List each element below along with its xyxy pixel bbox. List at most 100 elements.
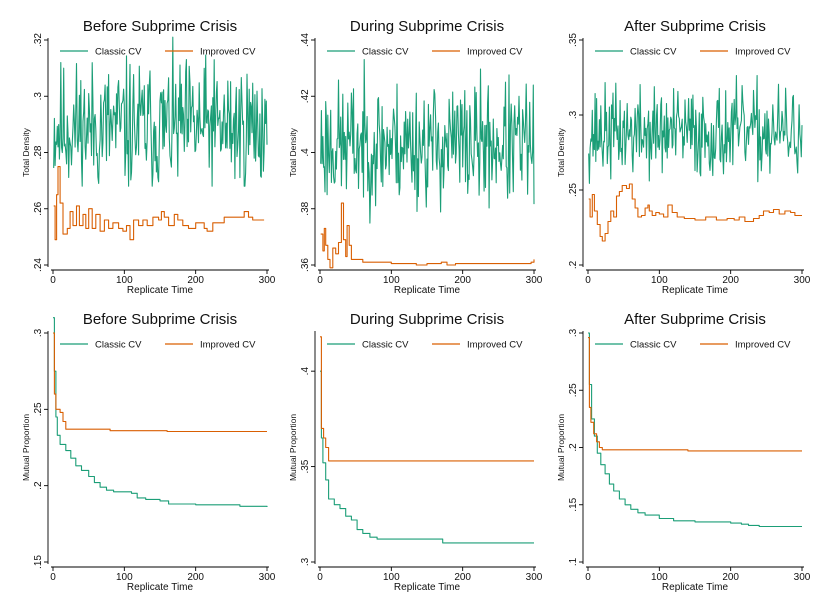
x-tick-label: 0 [50, 572, 56, 583]
classic-cv-line [320, 370, 534, 544]
x-tick-label: 200 [722, 275, 739, 286]
x-tick-label: 200 [722, 572, 739, 583]
x-tick-label: 0 [317, 275, 323, 286]
legend-label-classic: Classic CV [362, 47, 409, 58]
chart-title: During Subprime Crisis [350, 18, 504, 35]
x-tick-label: 100 [651, 275, 668, 286]
y-tick-label: .38 [300, 201, 311, 215]
x-axis-label: Replicate Time [127, 285, 194, 296]
legend-label-improved: Improved CV [200, 340, 256, 351]
classic-cv-line [588, 74, 803, 184]
improved-cv-line [320, 336, 534, 462]
x-tick-label: 200 [454, 275, 471, 286]
y-axis-label: Mutual Proportion [288, 414, 298, 481]
legend: Classic CV Improved CV [595, 340, 791, 351]
legend-label-improved: Improved CV [735, 340, 791, 351]
legend: Classic CV Improved CV [60, 47, 256, 58]
x-tick-label: 100 [383, 275, 400, 286]
x-tick-label: 200 [187, 572, 204, 583]
chart-title: After Subprime Crisis [624, 311, 766, 328]
y-tick-label: .3 [568, 110, 579, 119]
legend-label-improved: Improved CV [735, 47, 791, 58]
chart-panel-3: After Subprime Crisis Classic CV Improved … [556, 18, 811, 296]
x-tick-label: 0 [317, 572, 323, 583]
y-tick-label: .1 [568, 557, 579, 566]
legend-label-improved: Improved CV [200, 47, 256, 58]
x-tick-label: 100 [651, 572, 668, 583]
x-tick-label: 0 [585, 572, 591, 583]
y-axis-label: Mutual Proportion [21, 414, 31, 481]
x-tick-label: 300 [259, 572, 276, 583]
x-tick-label: 0 [585, 275, 591, 286]
y-tick-label: .3 [33, 328, 44, 337]
improved-cv-line [588, 337, 802, 452]
x-tick-label: 200 [454, 572, 471, 583]
x-tick-label: 100 [383, 572, 400, 583]
chart-panel-5: During Subprime Crisis Classic CV Improved… [288, 311, 543, 593]
chart-title: After Subprime Crisis [624, 18, 766, 35]
chart-panel-4: Before Subprime Crisis Classic CV Improved… [21, 311, 276, 593]
y-tick-label: .26 [33, 201, 44, 215]
x-tick-label: 300 [526, 572, 543, 583]
y-axis-label: Total Density [556, 127, 566, 176]
improved-cv-line [53, 332, 267, 433]
y-tick-label: .2 [33, 481, 44, 490]
y-tick-label: .25 [568, 383, 579, 397]
x-axis-label: Replicate Time [662, 582, 729, 593]
x-axis-label: Replicate Time [394, 582, 461, 593]
improved-cv-line [53, 166, 265, 241]
y-tick-label: .24 [33, 258, 44, 272]
legend-label-classic: Classic CV [95, 47, 142, 58]
x-tick-label: 0 [50, 275, 56, 286]
improved-cv-line [588, 183, 802, 242]
y-tick-label: .32 [33, 33, 44, 47]
y-tick-label: .2 [568, 443, 579, 452]
y-tick-label: .3 [568, 328, 579, 337]
legend-label-improved: Improved CV [467, 47, 523, 58]
chart-panel-2: During Subprime Crisis Classic CV Improved… [288, 18, 543, 296]
improved-cv-line [320, 202, 535, 269]
y-tick-label: .15 [33, 555, 44, 569]
y-tick-label: .3 [300, 557, 311, 566]
y-tick-label: .4 [300, 367, 311, 376]
x-tick-label: 300 [259, 275, 276, 286]
y-axis-label: Mutual Proportion [556, 414, 566, 481]
y-tick-label: .36 [300, 258, 311, 272]
legend: Classic CV Improved CV [327, 340, 523, 351]
y-tick-label: .42 [300, 89, 311, 103]
y-tick-label: .15 [568, 497, 579, 511]
legend: Classic CV Improved CV [60, 340, 256, 351]
x-tick-label: 100 [116, 275, 133, 286]
legend-label-classic: Classic CV [630, 340, 677, 351]
y-tick-label: .3 [33, 92, 44, 101]
y-axis-label: Total Density [21, 127, 31, 176]
y-tick-label: .2 [568, 260, 579, 269]
chart-title: Before Subprime Crisis [83, 18, 237, 35]
y-tick-label: .4 [300, 148, 311, 157]
y-tick-label: .44 [300, 33, 311, 47]
y-tick-label: .28 [33, 145, 44, 159]
chart-title: During Subprime Crisis [350, 311, 504, 328]
legend: Classic CV Improved CV [595, 47, 791, 58]
legend-label-classic: Classic CV [630, 47, 677, 58]
x-tick-label: 100 [116, 572, 133, 583]
y-tick-label: .25 [33, 402, 44, 416]
classic-cv-line [53, 36, 268, 187]
y-axis-label: Total Density [288, 127, 298, 176]
x-axis-label: Replicate Time [394, 285, 461, 296]
x-tick-label: 200 [187, 275, 204, 286]
legend: Classic CV Improved CV [327, 47, 523, 58]
legend-label-classic: Classic CV [95, 340, 142, 351]
y-tick-label: .35 [568, 33, 579, 47]
classic-cv-line [53, 317, 268, 507]
x-axis-label: Replicate Time [127, 582, 194, 593]
x-tick-label: 300 [526, 275, 543, 286]
chart-panel-6: After Subprime Crisis Classic CV Improved … [556, 311, 811, 593]
x-tick-label: 300 [794, 572, 811, 583]
classic-cv-line [320, 58, 535, 224]
chart-title: Before Subprime Crisis [83, 311, 237, 328]
x-tick-label: 300 [794, 275, 811, 286]
legend-label-classic: Classic CV [362, 340, 409, 351]
x-axis-label: Replicate Time [662, 285, 729, 296]
